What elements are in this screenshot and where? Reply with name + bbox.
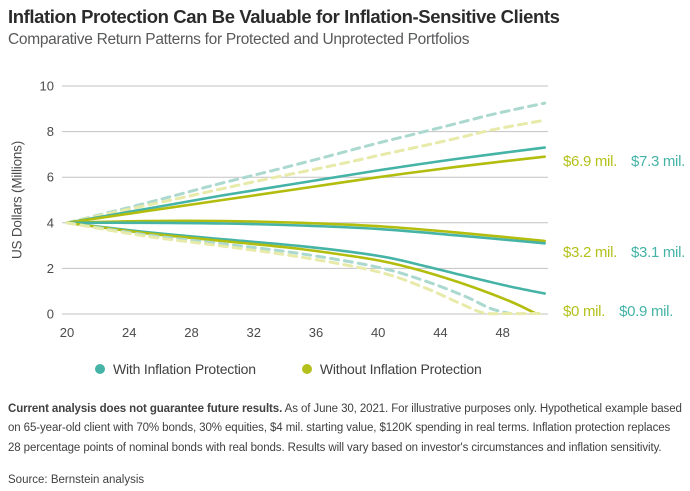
- legend: With Inflation Protection Without Inflat…: [95, 360, 482, 378]
- legend-item-without-protection: Without Inflation Protection: [301, 361, 482, 377]
- series-line-without-protection-middle: [65, 219, 546, 243]
- page-subtitle: Comparative Return Patterns for Protecte…: [8, 31, 470, 48]
- series-line-with-protection-lower-dashed: [65, 221, 511, 315]
- x-tick-36: 36: [309, 325, 323, 340]
- series-line-with-protection-upper-dashed: [65, 101, 547, 225]
- legend-item-with-protection: With Inflation Protection: [95, 361, 256, 377]
- value-label-with-middle: $3.1 mil.: [631, 244, 685, 261]
- footnote-body: As of June 30, 2021. For illustrative pu…: [8, 403, 682, 454]
- footnote-bold-leadin: Current analysis does not guarantee futu…: [8, 403, 283, 415]
- source-line: Source: Bernstein analysis: [8, 474, 145, 486]
- value-label-without-middle: $3.2 mil.: [563, 244, 617, 261]
- value-label-row-upper: $6.9 mil. $7.3 mil.: [563, 153, 685, 170]
- x-tick-48: 48: [495, 325, 509, 340]
- x-tick-32: 32: [246, 325, 260, 340]
- series-line-without-protection-upper: [65, 155, 546, 225]
- x-tick-28: 28: [184, 325, 198, 340]
- value-label-without-upper: $6.9 mil.: [563, 153, 617, 170]
- series-line-with-protection-middle: [65, 221, 546, 245]
- value-label-with-lower: $0.9 mil.: [619, 303, 674, 320]
- value-label-row-lower: $0 mil. $0.9 mil.: [563, 303, 673, 320]
- y-tick-0: 0: [47, 307, 54, 322]
- y-tick-6: 6: [47, 170, 54, 185]
- y-tick-4: 4: [47, 215, 54, 230]
- y-tick-10: 10: [40, 79, 54, 94]
- value-label-without-lower: $0 mil.: [563, 303, 606, 320]
- x-tick-24: 24: [122, 325, 136, 340]
- y-tick-8: 8: [47, 124, 54, 139]
- legend-label-with-protection: With Inflation Protection: [113, 361, 256, 377]
- value-label-row-middle: $3.2 mil. $3.1 mil.: [563, 244, 685, 261]
- legend-label-without-protection: Without Inflation Protection: [319, 361, 482, 377]
- footnote: Current analysis does not guarantee futu…: [8, 400, 684, 458]
- y-tick-2: 2: [47, 261, 54, 276]
- x-tick-44: 44: [433, 325, 447, 340]
- x-tick-20: 20: [60, 325, 74, 340]
- series-line-without-protection-lower-dashed: [65, 221, 544, 316]
- series-line-without-protection-lower: [65, 221, 537, 315]
- series-line-with-protection-upper: [65, 146, 546, 225]
- page-title: Inflation Protection Can Be Valuable for…: [8, 6, 560, 27]
- x-tick-40: 40: [371, 325, 385, 340]
- value-label-with-upper: $7.3 mil.: [631, 153, 685, 170]
- yellow-dot-icon: [301, 364, 312, 374]
- y-axis-title: US Dollars (Millions): [9, 140, 25, 260]
- series-line-without-protection-upper-dashed: [65, 118, 547, 225]
- teal-dot-icon: [95, 364, 105, 374]
